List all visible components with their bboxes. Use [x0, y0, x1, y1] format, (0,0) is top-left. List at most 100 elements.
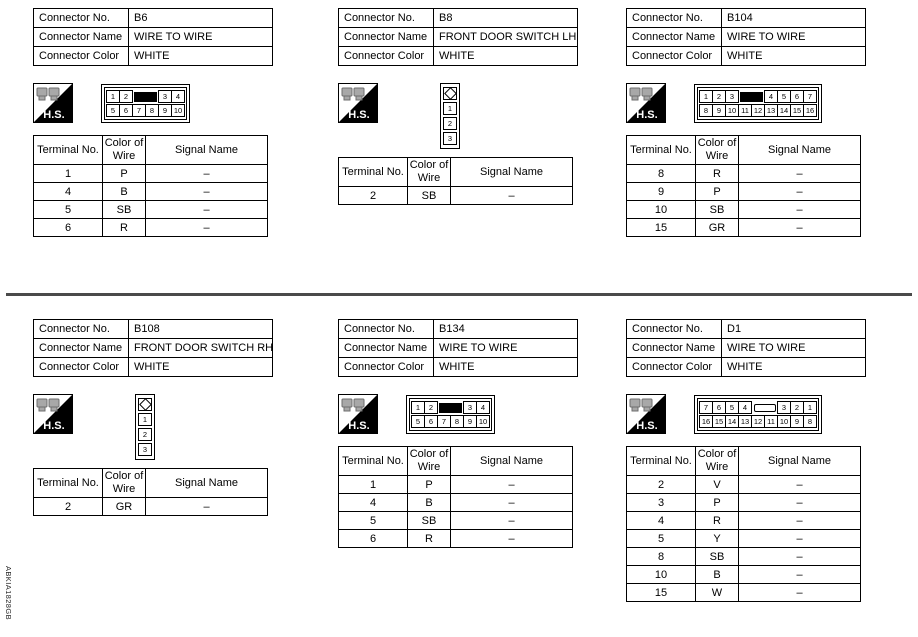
connector-no-label: Connector No. [338, 319, 434, 339]
pin-cell: 10 [171, 104, 185, 117]
pin-cell: 1 [138, 413, 152, 426]
connector-no-value: B134 [433, 319, 578, 339]
connector-no-label: Connector No. [626, 8, 722, 28]
pin-cell: 2 [790, 401, 804, 414]
color-of-wire-line1: Color of [409, 448, 449, 461]
color-of-wire-line1: Color of [697, 448, 737, 461]
terminal-row: 4 B – [33, 182, 268, 201]
connector-no-label: Connector No. [33, 8, 129, 28]
terminal-row: 6 R – [33, 218, 268, 237]
connector-no-value: B8 [433, 8, 578, 28]
terminal-no-cell: 15 [626, 583, 696, 602]
terminal-row: 1 P – [33, 164, 268, 183]
signal-cell: – [145, 164, 268, 183]
connector-name-value: WIRE TO WIRE [433, 338, 578, 358]
connector-name-value: FRONT DOOR SWITCH LH [433, 27, 578, 47]
pin-cell: 3 [777, 401, 791, 414]
hs-icon: H.S. [338, 83, 378, 123]
hs-label: H.S. [43, 420, 64, 432]
pin-cell: 4 [476, 401, 490, 414]
terminal-row: 6 R – [338, 529, 573, 548]
connector-name-label: Connector Name [338, 27, 434, 47]
pin-diagram: 1 2 3 4 5 6 7 8 9 10 [101, 84, 190, 123]
connector-name-value: WIRE TO WIRE [721, 338, 866, 358]
pin-cell: 2 [712, 90, 726, 103]
pin-cell: 9 [712, 104, 726, 117]
hs-label: H.S. [348, 420, 369, 432]
terminal-no-header: Terminal No. [33, 468, 103, 498]
pin-cell: 8 [450, 415, 464, 428]
wire-color-cell: GR [102, 497, 146, 516]
wire-color-cell: SB [102, 200, 146, 219]
terminal-no-cell: 5 [33, 200, 103, 219]
color-of-wire-header: Color of Wire [102, 468, 146, 498]
pin-cell: 7 [437, 415, 451, 428]
connector-glyph-icon [341, 398, 365, 412]
terminal-row: 1 P – [338, 475, 573, 494]
signal-cell: – [738, 164, 861, 183]
terminal-no-header: Terminal No. [626, 135, 696, 165]
signal-cell: – [145, 497, 268, 516]
color-of-wire-line1: Color of [409, 159, 449, 172]
hs-icon: H.S. [33, 83, 73, 123]
hs-icon: H.S. [33, 394, 73, 434]
pin-cell: 1 [411, 401, 425, 414]
pin-cell: 2 [424, 401, 438, 414]
connector-no-value: B6 [128, 8, 273, 28]
signal-cell: – [738, 218, 861, 237]
terminal-row: 9 P – [626, 182, 861, 201]
terminal-no-cell: 6 [338, 529, 408, 548]
terminal-table: Terminal No. Color of Wire Signal Name 2… [33, 468, 268, 516]
pin-cell: 16 [803, 104, 817, 117]
connector-color-label: Connector Color [338, 46, 434, 66]
pin-cell: 8 [145, 104, 159, 117]
pin-cell: 2 [138, 428, 152, 441]
terminal-table: Terminal No. Color of Wire Signal Name 2… [338, 157, 573, 205]
connector-header-table: Connector No. B108 Connector Name FRONT … [33, 319, 273, 377]
signal-cell: – [145, 182, 268, 201]
connector-header-table: Connector No. B134 Connector Name WIRE T… [338, 319, 578, 377]
signal-cell: – [738, 547, 861, 566]
pin-cell: 2 [119, 90, 133, 103]
signal-name-header: Signal Name [738, 446, 861, 476]
wire-color-cell: R [102, 218, 146, 237]
signal-name-header: Signal Name [738, 135, 861, 165]
wire-color-cell: R [407, 529, 451, 548]
diagram-row: H.S. 7 6 5 4 3 2 1 16 [626, 394, 876, 438]
pin-cell: 3 [443, 132, 457, 145]
wire-color-cell: B [407, 493, 451, 512]
connector-header-table: Connector No. D1 Connector Name WIRE TO … [626, 319, 866, 377]
hs-label: H.S. [636, 420, 657, 432]
pin-cell: 1 [443, 102, 457, 115]
pin-cell: 6 [424, 415, 438, 428]
connector-block-b108: Connector No. B108 Connector Name FRONT … [33, 319, 283, 516]
hs-label: H.S. [43, 109, 64, 121]
terminal-no-cell: 4 [338, 493, 408, 512]
wire-color-cell: Y [695, 529, 739, 548]
terminal-no-cell: 9 [626, 182, 696, 201]
color-of-wire-line2: Wire [112, 150, 136, 162]
terminal-no-cell: 15 [626, 218, 696, 237]
pin-cell: 5 [106, 104, 120, 117]
connector-no-label: Connector No. [338, 8, 434, 28]
pin-cell: 10 [476, 415, 490, 428]
signal-cell: – [738, 182, 861, 201]
pin-diagram: 1 2 3 4 5 6 7 8 9 10 11 12 [694, 84, 822, 123]
terminal-table: Terminal No. Color of Wire Signal Name 1… [33, 135, 268, 237]
pin-diagram: 1 2 3 [440, 83, 460, 149]
pin-cell: 9 [463, 415, 477, 428]
wire-color-cell: B [695, 565, 739, 584]
connector-name-value: FRONT DOOR SWITCH RH [128, 338, 273, 358]
signal-name-header: Signal Name [450, 157, 573, 187]
connector-name-value: WIRE TO WIRE [721, 27, 866, 47]
pin-cell: 4 [738, 401, 752, 414]
pin-cell: 1 [803, 401, 817, 414]
connector-color-value: WHITE [433, 357, 578, 377]
pin-cell: 15 [790, 104, 804, 117]
connector-name-label: Connector Name [33, 27, 129, 47]
color-of-wire-header: Color of Wire [695, 135, 739, 165]
terminal-row: 5 SB – [33, 200, 268, 219]
pin-cell: 4 [764, 90, 778, 103]
connector-block-b8: Connector No. B8 Connector Name FRONT DO… [338, 8, 588, 205]
